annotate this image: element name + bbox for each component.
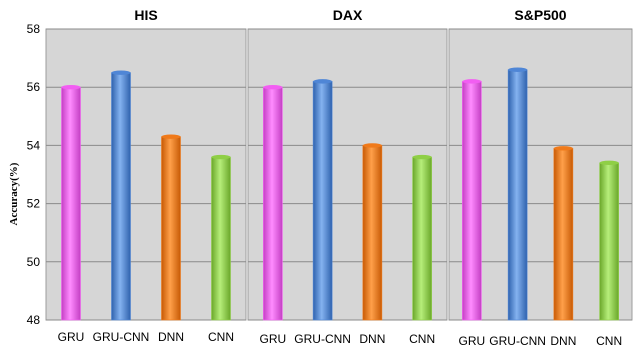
x-tick-label: GRU-CNN: [294, 332, 351, 346]
bar-dnn: [161, 136, 181, 321]
bar-gru-cnn: [507, 69, 528, 321]
x-tick-label: GRU: [58, 330, 85, 344]
y-tick-label: 48: [27, 313, 41, 327]
bar-cap: [362, 143, 382, 148]
panel-title: S&P500: [514, 7, 566, 23]
bar-cap: [553, 146, 573, 151]
panel-2: S&P500 GRU GRU-CNN DNN CNN: [448, 7, 633, 348]
x-tick-label: GRU: [459, 334, 486, 348]
x-tick-label: DNN: [359, 332, 385, 346]
bar-gru-cnn: [111, 72, 131, 321]
bar-cap: [263, 85, 283, 90]
y-tick-label: 52: [27, 197, 41, 211]
bar-dnn: [553, 148, 574, 321]
x-tick-label: GRU-CNN: [489, 334, 546, 348]
bar-gru: [462, 81, 482, 321]
bar-cnn: [599, 162, 619, 321]
y-tick-label: 54: [27, 138, 41, 152]
bar-cap: [462, 79, 482, 84]
x-tick-label: CNN: [596, 334, 622, 348]
bar-gru: [61, 86, 81, 321]
x-tick-label: DNN: [550, 334, 576, 348]
y-axis: 48 50 52 54 56 58: [27, 22, 41, 327]
panel-title: DAX: [333, 7, 363, 23]
x-tick-label: GRU: [260, 332, 287, 346]
bar-cap: [111, 70, 131, 75]
y-axis-title: Accuracy(%): [8, 162, 20, 225]
x-tick-label: DNN: [158, 330, 184, 344]
x-tick-label: CNN: [208, 330, 234, 344]
bar-cap: [599, 160, 619, 166]
bar-cap: [161, 134, 181, 139]
y-tick-label: 58: [27, 22, 41, 36]
x-tick-label: CNN: [409, 332, 435, 346]
bar-cnn: [211, 156, 231, 321]
x-tick-label: GRU-CNN: [93, 330, 150, 344]
bar-dnn: [362, 145, 383, 321]
panel-title: HIS: [134, 7, 157, 23]
bar-cap: [508, 67, 528, 72]
bar-cap: [412, 154, 432, 160]
y-tick-label: 56: [27, 80, 41, 94]
panel-1: DAX GRU GRU-CNN DNN CNN: [247, 7, 448, 346]
bar-cap: [211, 154, 231, 160]
bar-cap: [61, 85, 81, 90]
bar-gru-cnn: [312, 81, 333, 321]
bar-cnn: [412, 156, 432, 321]
bar-gru: [263, 86, 283, 321]
y-tick-label: 50: [27, 255, 41, 269]
bar-cap: [313, 79, 333, 84]
panel-0: HIS GRU GRU-CNN DNN CNN: [45, 7, 247, 344]
